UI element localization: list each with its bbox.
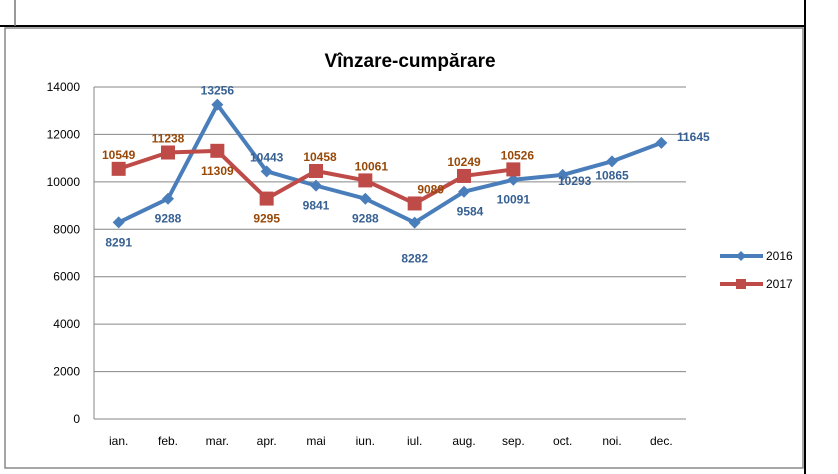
data-point (359, 192, 372, 205)
data-label: 10249 (447, 155, 481, 169)
y-tick-label: 12000 (47, 127, 81, 141)
data-label: 8291 (105, 235, 132, 249)
data-label: 10526 (501, 148, 535, 162)
data-point (408, 216, 421, 229)
data-label: 10091 (497, 193, 531, 207)
data-point (111, 161, 126, 176)
data-point (259, 191, 274, 206)
y-tick-label: 8000 (53, 222, 80, 236)
data-point (310, 179, 322, 192)
legend-label: 2016 (766, 249, 793, 263)
data-label: 10293 (558, 174, 592, 188)
data-point (112, 216, 125, 229)
data-label: 10458 (303, 150, 337, 164)
legend-marker (736, 251, 746, 261)
data-point (309, 163, 323, 178)
data-label: 9584 (457, 205, 484, 219)
x-tick-label: aug. (452, 434, 475, 448)
y-tick-label: 6000 (53, 270, 80, 284)
y-tick-label: 10000 (47, 175, 81, 189)
data-label: 11309 (201, 164, 234, 178)
data-label: 9295 (253, 212, 280, 226)
chart-area (4, 27, 804, 469)
series-line-2016 (117, 102, 663, 225)
x-tick-label: sep. (502, 434, 525, 448)
legend-marker (736, 279, 746, 289)
x-tick-label: iun. (356, 434, 375, 448)
data-label: 9841 (303, 199, 330, 213)
y-tick-label: 4000 (53, 317, 80, 331)
x-tick-label: ian. (109, 434, 128, 448)
data-label: 10549 (102, 148, 136, 162)
x-tick-label: mai (306, 434, 325, 448)
data-point (506, 162, 521, 177)
data-label: 9089 (417, 182, 444, 196)
chart-title: Vînzare-cumpărare (324, 51, 495, 72)
x-tick-label: oct. (553, 434, 572, 448)
data-point (407, 196, 422, 211)
x-tick-label: dec. (650, 434, 673, 448)
y-tick-label: 2000 (53, 365, 80, 379)
data-point (260, 165, 273, 178)
data-point (458, 185, 470, 198)
data-point (457, 168, 471, 183)
data-label: 9288 (155, 212, 182, 226)
x-tick-label: noi. (602, 434, 621, 448)
data-label: 11238 (152, 131, 185, 145)
y-tick-label: 0 (73, 412, 80, 426)
data-label: 10865 (595, 168, 629, 182)
data-label: 9288 (352, 212, 379, 226)
data-point (556, 168, 569, 181)
data-point (507, 173, 520, 186)
legend-label: 2017 (766, 277, 793, 291)
data-label: 10061 (355, 159, 389, 173)
data-point (358, 173, 373, 188)
data-label: 8282 (401, 252, 428, 266)
data-label: 10443 (250, 150, 284, 164)
data-point (211, 98, 224, 111)
data-label: 13256 (201, 84, 235, 98)
data-point (161, 145, 175, 160)
data-point (655, 136, 668, 149)
data-point (162, 192, 174, 205)
data-point (606, 155, 618, 168)
x-tick-label: feb. (158, 434, 178, 448)
data-point (210, 143, 225, 158)
y-tick-label: 14000 (47, 80, 81, 94)
x-tick-label: iul. (407, 434, 422, 448)
x-tick-label: apr. (257, 434, 277, 448)
data-label: 11645 (677, 130, 710, 144)
x-tick-label: mar. (206, 434, 229, 448)
